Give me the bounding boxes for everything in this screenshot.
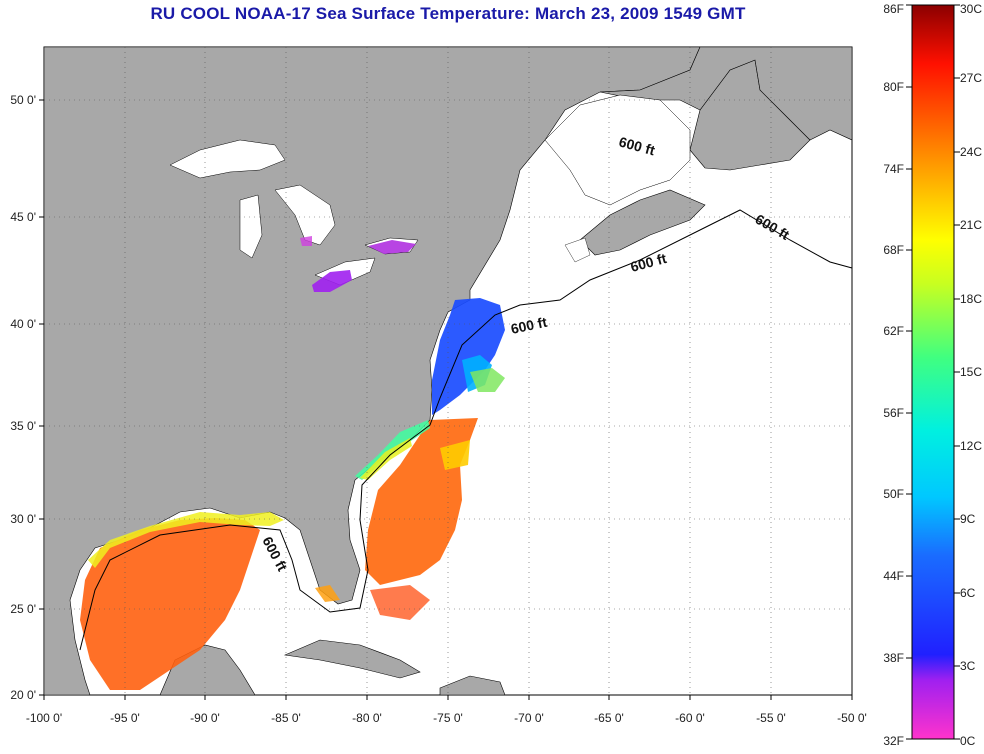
map-content xyxy=(44,47,852,695)
colorbar-label-c: 12C xyxy=(960,439,982,453)
y-tick-label: 25 0' xyxy=(10,602,36,616)
colorbar-label-c: 27C xyxy=(960,71,982,85)
contour-label-600ft-mid-atlantic: 600 ft xyxy=(509,314,548,337)
lake-huron-sst xyxy=(300,236,312,246)
x-tick-label: -100 0' xyxy=(26,711,62,725)
x-tick-label: -60 0' xyxy=(675,711,705,725)
colorbar-label-f: 74F xyxy=(883,162,904,176)
y-tick-label: 35 0' xyxy=(10,419,36,433)
isobath-600ft xyxy=(79,209,853,651)
colorbar-label-f: 86F xyxy=(883,2,904,16)
nova-scotia-land xyxy=(579,189,706,256)
colorbar-label-c: 24C xyxy=(960,145,982,159)
x-tick-label: -90 0' xyxy=(190,711,220,725)
x-tick-label: -50 0' xyxy=(837,711,867,725)
cold-shelf-water xyxy=(432,298,505,415)
colorbar-label-c: 6C xyxy=(960,586,976,600)
gulf-shelf-yellow xyxy=(88,512,284,568)
y-tick-label: 45 0' xyxy=(10,210,36,224)
colorbar-label-c: 30C xyxy=(960,2,982,16)
lake-erie-sst xyxy=(312,270,352,292)
y-tick-label: 30 0' xyxy=(10,512,36,526)
axis-ticks xyxy=(39,99,853,700)
x-tick-label: -75 0' xyxy=(433,711,463,725)
x-tick-label: -65 0' xyxy=(594,711,624,725)
colorbar-label-c: 9C xyxy=(960,512,976,526)
bahamas-warm xyxy=(370,585,430,620)
bay-of-fundy xyxy=(564,237,591,263)
lake-superior xyxy=(169,139,286,179)
colorbar-ticks xyxy=(906,4,960,740)
map-title: RU COOL NOAA-17 Sea Surface Temperature:… xyxy=(150,4,746,23)
colorbar-label-c: 15C xyxy=(960,365,982,379)
hispaniola-land xyxy=(439,675,506,695)
mid-water-band xyxy=(470,368,505,392)
y-tick-label: 20 0' xyxy=(10,688,36,702)
x-tick-label: -80 0' xyxy=(352,711,382,725)
lake-ontario-sst xyxy=(368,240,416,254)
gulf-stream-edge xyxy=(440,440,470,470)
x-tick-label: -70 0' xyxy=(514,711,544,725)
cuba-land xyxy=(283,639,421,679)
colorbar-label-f: 50F xyxy=(883,487,904,501)
colorbar-label-f: 44F xyxy=(883,569,904,583)
labrador-land xyxy=(599,47,852,141)
colorbar-label-c: 21C xyxy=(960,218,982,232)
colorbar-label-f: 68F xyxy=(883,243,904,257)
y-tick-label: 50 0' xyxy=(10,93,36,107)
colorbar-label-f: 38F xyxy=(883,651,904,665)
graticule xyxy=(44,47,852,695)
gulf-st-lawrence xyxy=(544,94,691,206)
colorbar-label-f: 62F xyxy=(883,324,904,338)
x-tick-label: -95 0' xyxy=(110,711,140,725)
x-tick-label: -85 0' xyxy=(271,711,301,725)
colorbar-label-f: 32F xyxy=(883,734,904,748)
colorbar-label-c: 3C xyxy=(960,659,976,673)
colorbar xyxy=(911,4,955,740)
north-america-land xyxy=(44,47,701,695)
colorbar-label-c: 0C xyxy=(960,734,976,748)
colorbar-label-c: 18C xyxy=(960,292,982,306)
colorbar-label-f: 80F xyxy=(883,80,904,94)
y-tick-label: 40 0' xyxy=(10,317,36,331)
florida-shelf-orange xyxy=(315,585,340,602)
x-tick-label: -55 0' xyxy=(756,711,786,725)
colorbar-label-f: 56F xyxy=(883,406,904,420)
